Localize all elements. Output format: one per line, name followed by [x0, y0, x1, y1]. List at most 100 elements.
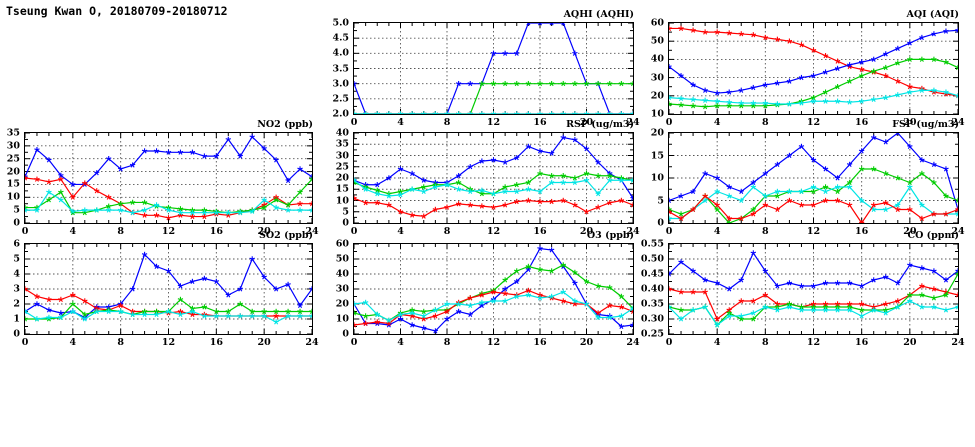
- series-marker-cyan: [94, 308, 100, 315]
- series-marker-cyan: [548, 111, 555, 114]
- series-marker-green: [82, 210, 88, 216]
- series-marker-cyan: [798, 188, 805, 195]
- series-marker-red: [726, 307, 732, 313]
- x-tick-label: 16: [855, 337, 869, 348]
- series-marker-red: [525, 197, 532, 204]
- series-marker-cyan: [297, 207, 303, 213]
- series-marker-green: [189, 305, 196, 312]
- series-marker-green: [738, 215, 744, 222]
- series-marker-red: [82, 180, 88, 186]
- series-marker-green: [537, 266, 543, 273]
- series-marker-blue: [177, 283, 184, 289]
- series-marker-cyan: [490, 111, 497, 114]
- series-marker-cyan: [738, 100, 744, 106]
- series-marker-red: [738, 298, 744, 304]
- series-marker-blue: [237, 286, 243, 292]
- series-marker-green: [955, 197, 958, 204]
- series-line-green: [669, 273, 958, 326]
- series-marker-red: [774, 36, 781, 42]
- y-tick-label: 0.30: [640, 313, 664, 325]
- series-line-cyan: [669, 89, 958, 105]
- series-marker-red: [455, 111, 462, 114]
- series-marker-green: [607, 173, 613, 179]
- series-marker-blue: [595, 80, 601, 87]
- series-marker-red: [249, 207, 255, 213]
- series-marker-cyan: [70, 308, 76, 315]
- series-line-blue: [354, 247, 633, 332]
- series-marker-blue: [432, 328, 439, 334]
- series-marker-cyan: [943, 89, 949, 95]
- series-marker-green: [502, 184, 508, 190]
- series-marker-cyan: [354, 301, 357, 307]
- series-marker-cyan: [225, 210, 232, 216]
- series-marker-green: [774, 102, 781, 108]
- x-tick-label: 4: [713, 117, 721, 128]
- series-marker-cyan: [690, 307, 696, 313]
- series-marker-cyan: [846, 307, 853, 313]
- series-marker-green: [870, 166, 877, 172]
- series-marker-cyan: [177, 210, 184, 216]
- series-marker-blue: [201, 275, 208, 282]
- series-marker-blue: [189, 278, 196, 285]
- series-marker-blue: [297, 166, 303, 172]
- series-line-red: [669, 285, 958, 320]
- y-tick-label: 20: [335, 172, 349, 184]
- series-marker-blue: [432, 179, 439, 186]
- x-tick-label: 20: [579, 226, 594, 237]
- series-marker-cyan: [421, 188, 427, 195]
- series-marker-red: [117, 201, 124, 207]
- series-line-blue: [669, 133, 958, 210]
- series-marker-blue: [490, 157, 497, 163]
- series-marker-blue: [738, 188, 744, 195]
- series-marker-green: [354, 179, 357, 186]
- series-line-blue: [25, 135, 312, 186]
- series-marker-cyan: [702, 197, 708, 204]
- series-marker-cyan: [409, 310, 415, 316]
- y-tick-label: 0: [13, 217, 20, 229]
- series-marker-blue: [931, 31, 937, 37]
- series-marker-blue: [537, 23, 543, 26]
- series-marker-red: [285, 202, 291, 208]
- y-tick-label: 30: [335, 283, 349, 295]
- x-tick-label: 12: [486, 337, 501, 348]
- x-tick-label: 0: [665, 226, 673, 237]
- series-marker-green: [595, 173, 601, 179]
- plot-canvas-rsp: [354, 133, 633, 223]
- series-marker-green: [444, 182, 450, 188]
- series-marker-blue: [750, 84, 757, 91]
- series-marker-green: [798, 188, 805, 195]
- series-marker-cyan: [774, 188, 781, 195]
- series-marker-blue: [409, 111, 415, 114]
- plot-canvas-so2: [25, 244, 312, 334]
- series-marker-cyan: [117, 308, 124, 315]
- series-marker-red: [690, 27, 696, 33]
- series-marker-cyan: [525, 111, 532, 114]
- y-tick-label: 2.5: [332, 93, 349, 105]
- series-marker-red: [931, 286, 937, 292]
- series-marker-red: [560, 298, 566, 304]
- series-marker-green: [225, 210, 232, 216]
- series-marker-cyan: [46, 189, 52, 195]
- series-marker-red: [786, 38, 793, 44]
- series-marker-green: [386, 191, 392, 197]
- series-marker-red: [572, 111, 578, 114]
- y-tick-label: 6: [13, 238, 20, 250]
- series-marker-green: [309, 176, 312, 182]
- series-marker-blue: [490, 296, 497, 303]
- series-marker-cyan: [607, 177, 613, 183]
- series-marker-red: [726, 215, 732, 222]
- series-marker-green: [798, 304, 805, 310]
- series-marker-red: [678, 25, 684, 31]
- y-tick-label: 5: [13, 204, 20, 216]
- series-marker-blue: [70, 181, 76, 187]
- series-marker-red: [46, 179, 52, 185]
- series-marker-red: [213, 313, 220, 319]
- series-marker-green: [444, 307, 450, 313]
- y-tick-label: 30: [650, 72, 664, 84]
- series-marker-red: [362, 111, 369, 114]
- series-marker-blue: [870, 277, 877, 283]
- series-marker-green: [46, 197, 52, 203]
- series-marker-cyan: [444, 111, 450, 114]
- series-marker-blue: [702, 277, 708, 283]
